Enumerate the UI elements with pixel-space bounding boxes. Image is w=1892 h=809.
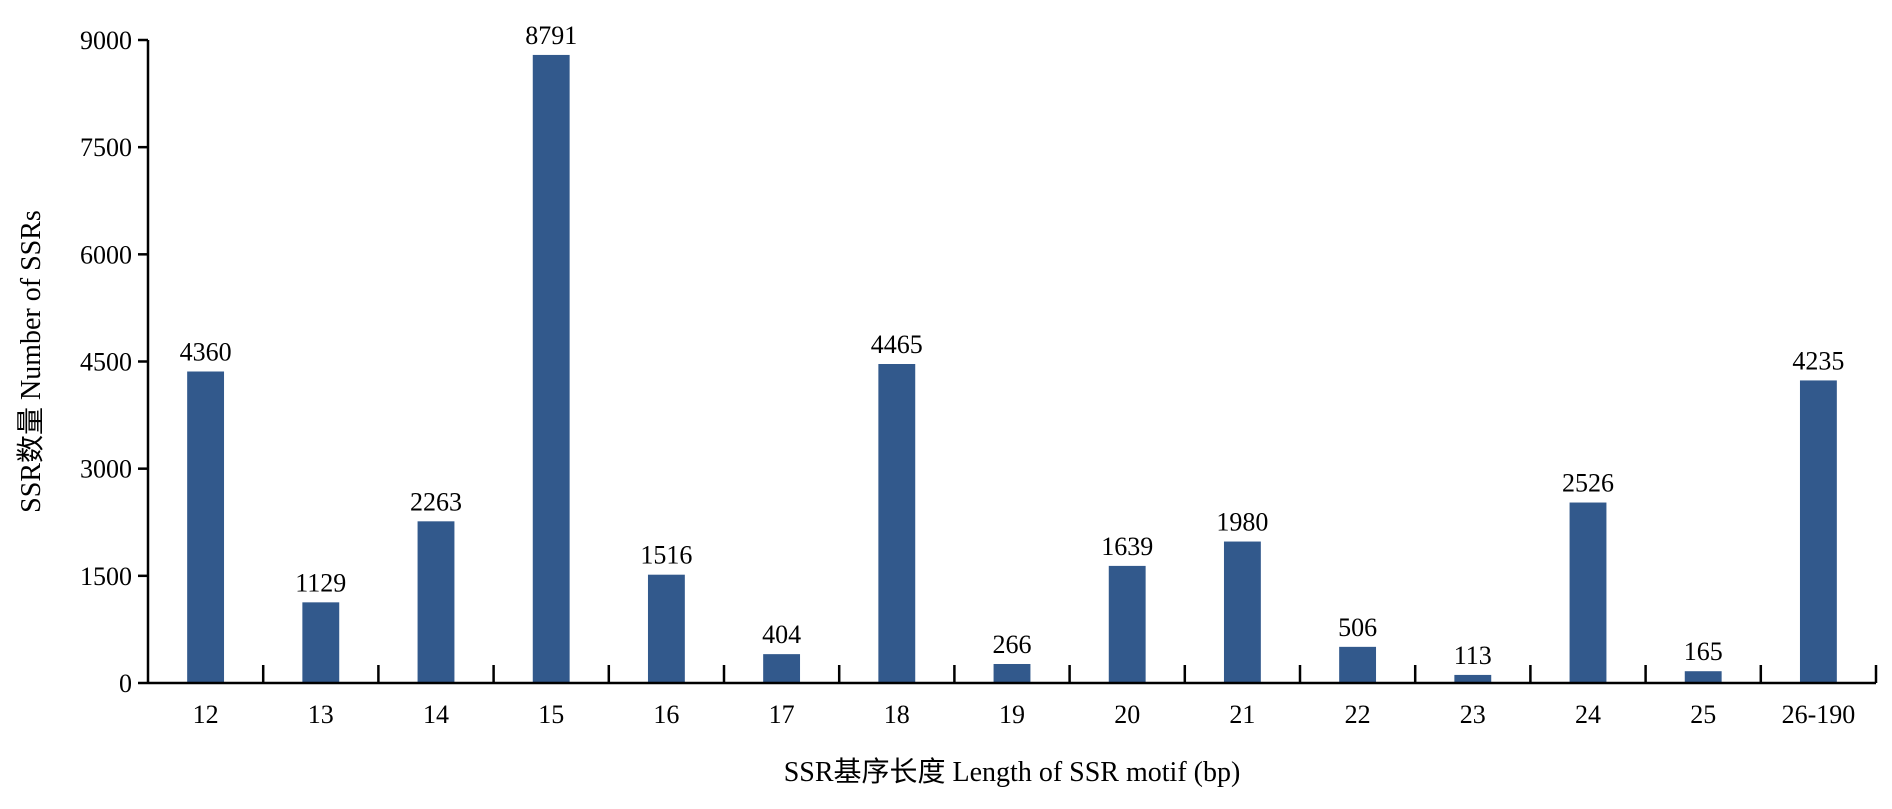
bar-16 xyxy=(647,574,685,683)
y-tick-label: 7500 xyxy=(80,133,132,162)
data-label-24: 2526 xyxy=(1562,469,1614,498)
bar-21 xyxy=(1223,541,1261,683)
x-tick-label: 22 xyxy=(1345,700,1371,729)
data-label-16: 1516 xyxy=(640,541,692,570)
y-tick-label: 6000 xyxy=(80,240,132,269)
y-tick-label: 1500 xyxy=(80,562,132,591)
x-axis-title: SSR基序长度 Length of SSR motif (bp) xyxy=(784,756,1241,788)
x-tick-label: 14 xyxy=(423,700,449,729)
bar-22 xyxy=(1339,646,1377,683)
bar-18 xyxy=(878,364,916,683)
axes-group xyxy=(146,40,1876,685)
x-tick-label: 20 xyxy=(1114,700,1140,729)
x-tick-label: 26-190 xyxy=(1782,700,1856,729)
bar-12 xyxy=(187,371,225,683)
data-label-23: 113 xyxy=(1454,641,1492,670)
bar-24 xyxy=(1569,502,1607,683)
y-tick-label: 3000 xyxy=(80,455,132,484)
bar-17 xyxy=(763,654,801,683)
y-tick-label: 4500 xyxy=(80,348,132,377)
data-label-15: 8791 xyxy=(525,21,577,50)
y-tick-label: 9000 xyxy=(80,26,132,55)
x-tick-label: 16 xyxy=(653,700,679,729)
y-tick-label: 0 xyxy=(119,669,132,698)
y-ticks-group: 0 1500 3000 4500 6000 7500 9000 xyxy=(80,26,148,698)
bars-group xyxy=(187,54,1837,684)
data-label-25: 165 xyxy=(1684,637,1723,666)
x-tick-label: 13 xyxy=(308,700,334,729)
data-labels-group: 4360 1129 2263 8791 1516 404 4465 266 1639 1980 50… xyxy=(180,21,1845,670)
x-tick-label: 23 xyxy=(1460,700,1486,729)
data-label-20: 1639 xyxy=(1101,532,1153,561)
data-label-17: 404 xyxy=(762,620,801,649)
x-tick-label: 17 xyxy=(769,700,795,729)
data-label-12: 4360 xyxy=(180,338,232,367)
bar-13 xyxy=(302,602,340,683)
y-axis-title: SSR数量 Number of SSRs xyxy=(15,210,47,513)
x-tick-label: 24 xyxy=(1575,700,1601,729)
bar-14 xyxy=(417,521,455,683)
bar-15 xyxy=(532,54,570,684)
x-ticks-group: 12 13 14 15 16 17 18 19 20 21 22 23 24 25 26-190 xyxy=(193,665,1878,729)
bar-19 xyxy=(993,663,1031,683)
x-tick-label: 25 xyxy=(1690,700,1716,729)
data-label-13: 1129 xyxy=(295,568,346,597)
data-label-26-190: 4235 xyxy=(1792,346,1844,375)
data-label-19: 266 xyxy=(993,630,1032,659)
x-tick-label: 15 xyxy=(538,700,564,729)
x-tick-label: 12 xyxy=(193,700,219,729)
x-tick-label: 18 xyxy=(884,700,910,729)
x-tick-label: 21 xyxy=(1229,700,1255,729)
bar-26-190 xyxy=(1799,380,1837,683)
x-tick-label: 19 xyxy=(999,700,1025,729)
bar-20 xyxy=(1108,565,1146,683)
bar-25 xyxy=(1684,671,1722,683)
data-label-22: 506 xyxy=(1338,613,1377,642)
data-label-18: 4465 xyxy=(871,330,923,359)
data-label-14: 2263 xyxy=(410,487,462,516)
data-label-21: 1980 xyxy=(1216,508,1268,537)
bar-23 xyxy=(1454,674,1492,683)
